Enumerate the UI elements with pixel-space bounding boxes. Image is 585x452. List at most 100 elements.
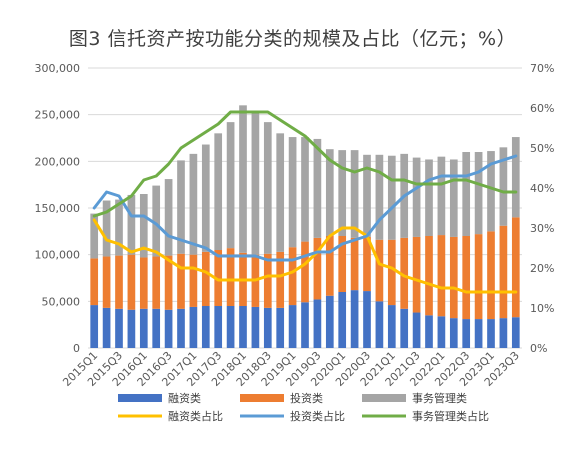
bar-financing [102, 307, 111, 348]
line-financing-share [92, 218, 518, 294]
bar-management [276, 133, 285, 252]
bar-financing [375, 301, 384, 348]
bar-financing [313, 299, 322, 348]
bar-financing [412, 312, 421, 348]
bar-financing [90, 305, 99, 348]
legend-label: 投资类占比 [290, 409, 345, 423]
bar-financing [288, 305, 297, 348]
legend-swatch [240, 394, 284, 402]
bar-management [214, 133, 223, 250]
bar-investment [437, 235, 446, 317]
bar-investment [375, 239, 384, 302]
bar-management [127, 194, 136, 255]
bar-management [412, 157, 421, 237]
bar-financing [387, 305, 396, 348]
line-investment-share [92, 154, 518, 262]
legend-label: 事务管理类 [412, 391, 467, 405]
y-right-tick-label: 10% [530, 302, 554, 315]
bar-financing [301, 302, 309, 348]
bar-investment [177, 253, 185, 309]
bar-investment [511, 217, 520, 318]
y-left-tick-label: 150,000 [35, 202, 81, 215]
y-left-tick-label: 50,000 [42, 295, 81, 308]
bar-management [387, 155, 396, 240]
bar-financing [499, 318, 508, 348]
y-right-tick-label: 60% [530, 102, 554, 115]
bar-management [115, 199, 123, 256]
bar-investment [400, 237, 409, 309]
bar-management [164, 179, 173, 256]
bar-management [449, 159, 458, 237]
bar-financing [251, 306, 260, 348]
y-right-tick-label: 70% [530, 62, 554, 75]
bar-investment [201, 251, 210, 306]
bar-management [363, 154, 371, 237]
bar-financing [449, 318, 458, 348]
bar-management [288, 137, 297, 248]
bar-financing [226, 306, 235, 348]
bar-financing [474, 319, 483, 348]
bar-management [263, 122, 272, 254]
bar-financing [462, 319, 471, 348]
y-right-tick-label: 0% [530, 342, 547, 355]
bar-investment [263, 253, 272, 308]
bar-management [177, 160, 185, 254]
chart-title: 图3 信托资产按功能分类的规模及占比（亿元；%） [68, 28, 517, 50]
bar-investment [487, 231, 495, 320]
bar-management [437, 156, 446, 236]
bar-financing [511, 317, 520, 348]
bar-investment [325, 236, 334, 296]
bar-investment [189, 254, 198, 307]
bar-management [499, 147, 508, 226]
legend-label: 融资类占比 [168, 409, 223, 423]
y-left-tick-label: 100,000 [35, 249, 81, 262]
bar-financing [139, 308, 148, 348]
bar-management [251, 112, 260, 255]
bar-management [226, 122, 235, 249]
bar-investment [313, 237, 322, 300]
bar-investment [152, 256, 161, 309]
bar-management [425, 159, 433, 236]
bar-investment [412, 236, 421, 313]
bar-management [462, 152, 471, 236]
bar-investment [115, 255, 123, 309]
bar-investment [102, 256, 111, 308]
bar-investment [127, 254, 136, 310]
bar-management [201, 144, 210, 252]
y-right-tick-label: 20% [530, 262, 554, 275]
legend-swatch [362, 394, 406, 402]
legend-swatch [118, 394, 162, 402]
y-left-tick-label: 0 [73, 342, 80, 355]
bar-management [189, 153, 198, 255]
bar-investment [449, 236, 458, 319]
bar-investment [462, 236, 471, 320]
bar-investment [425, 236, 433, 316]
bar-financing [189, 306, 198, 348]
bar-management [102, 200, 111, 257]
bar-management [313, 138, 322, 238]
line-management-share [92, 110, 518, 218]
bar-management [511, 137, 520, 218]
bar-investment [164, 255, 173, 310]
y-right-tick-label: 30% [530, 222, 554, 235]
bar-management [152, 185, 161, 257]
bar-investment [214, 250, 223, 306]
bar-management [487, 151, 495, 232]
bar-financing [325, 295, 334, 348]
bar-investment [139, 257, 148, 309]
legend-label: 投资类 [290, 391, 323, 405]
legend-label: 融资类 [168, 391, 201, 405]
bar-financing [350, 290, 359, 348]
bar-financing [115, 308, 123, 348]
bar-financing [152, 308, 161, 348]
bar-financing [276, 307, 285, 348]
bar-investment [474, 234, 483, 320]
bar-financing [425, 315, 433, 348]
bar-financing [487, 319, 495, 348]
bar-management [139, 194, 148, 258]
y-right-tick-label: 50% [530, 142, 554, 155]
bar-financing [177, 308, 185, 348]
bar-financing [201, 306, 210, 348]
